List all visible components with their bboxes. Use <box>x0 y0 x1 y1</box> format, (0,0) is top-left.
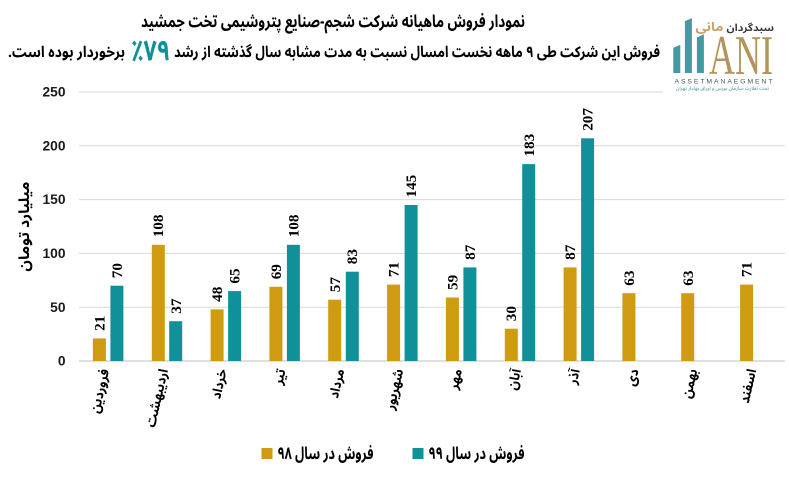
svg-text:70: 70 <box>109 263 126 279</box>
svg-text:183: 183 <box>521 133 538 156</box>
svg-text:63: 63 <box>621 270 638 286</box>
svg-text:50: 50 <box>50 300 66 315</box>
svg-text:63: 63 <box>680 270 697 286</box>
svg-text:ANI: ANI <box>709 25 773 87</box>
svg-text:87: 87 <box>562 244 579 260</box>
svg-text:48: 48 <box>209 286 226 302</box>
svg-text:57: 57 <box>327 277 344 293</box>
svg-text:108: 108 <box>150 214 167 237</box>
svg-text:150: 150 <box>42 192 65 207</box>
svg-text:207: 207 <box>580 108 597 131</box>
svg-text:145: 145 <box>403 174 420 197</box>
svg-text:71: 71 <box>386 262 403 277</box>
svg-text:200: 200 <box>42 138 65 153</box>
svg-text:65: 65 <box>227 268 244 284</box>
svg-text:0: 0 <box>58 354 66 369</box>
svg-text:108: 108 <box>285 214 302 237</box>
svg-text:69: 69 <box>268 264 285 280</box>
svg-text:83: 83 <box>344 249 361 265</box>
svg-text:59: 59 <box>444 274 461 290</box>
svg-text:250: 250 <box>42 85 65 100</box>
svg-text:71: 71 <box>739 262 756 277</box>
svg-text:ASSETMANAEGMENT: ASSETMANAEGMENT <box>675 79 773 86</box>
svg-text:21: 21 <box>91 316 108 331</box>
svg-text:30: 30 <box>503 306 520 322</box>
svg-text:37: 37 <box>168 298 185 314</box>
svg-text:87: 87 <box>462 244 479 260</box>
svg-text:100: 100 <box>42 246 65 261</box>
